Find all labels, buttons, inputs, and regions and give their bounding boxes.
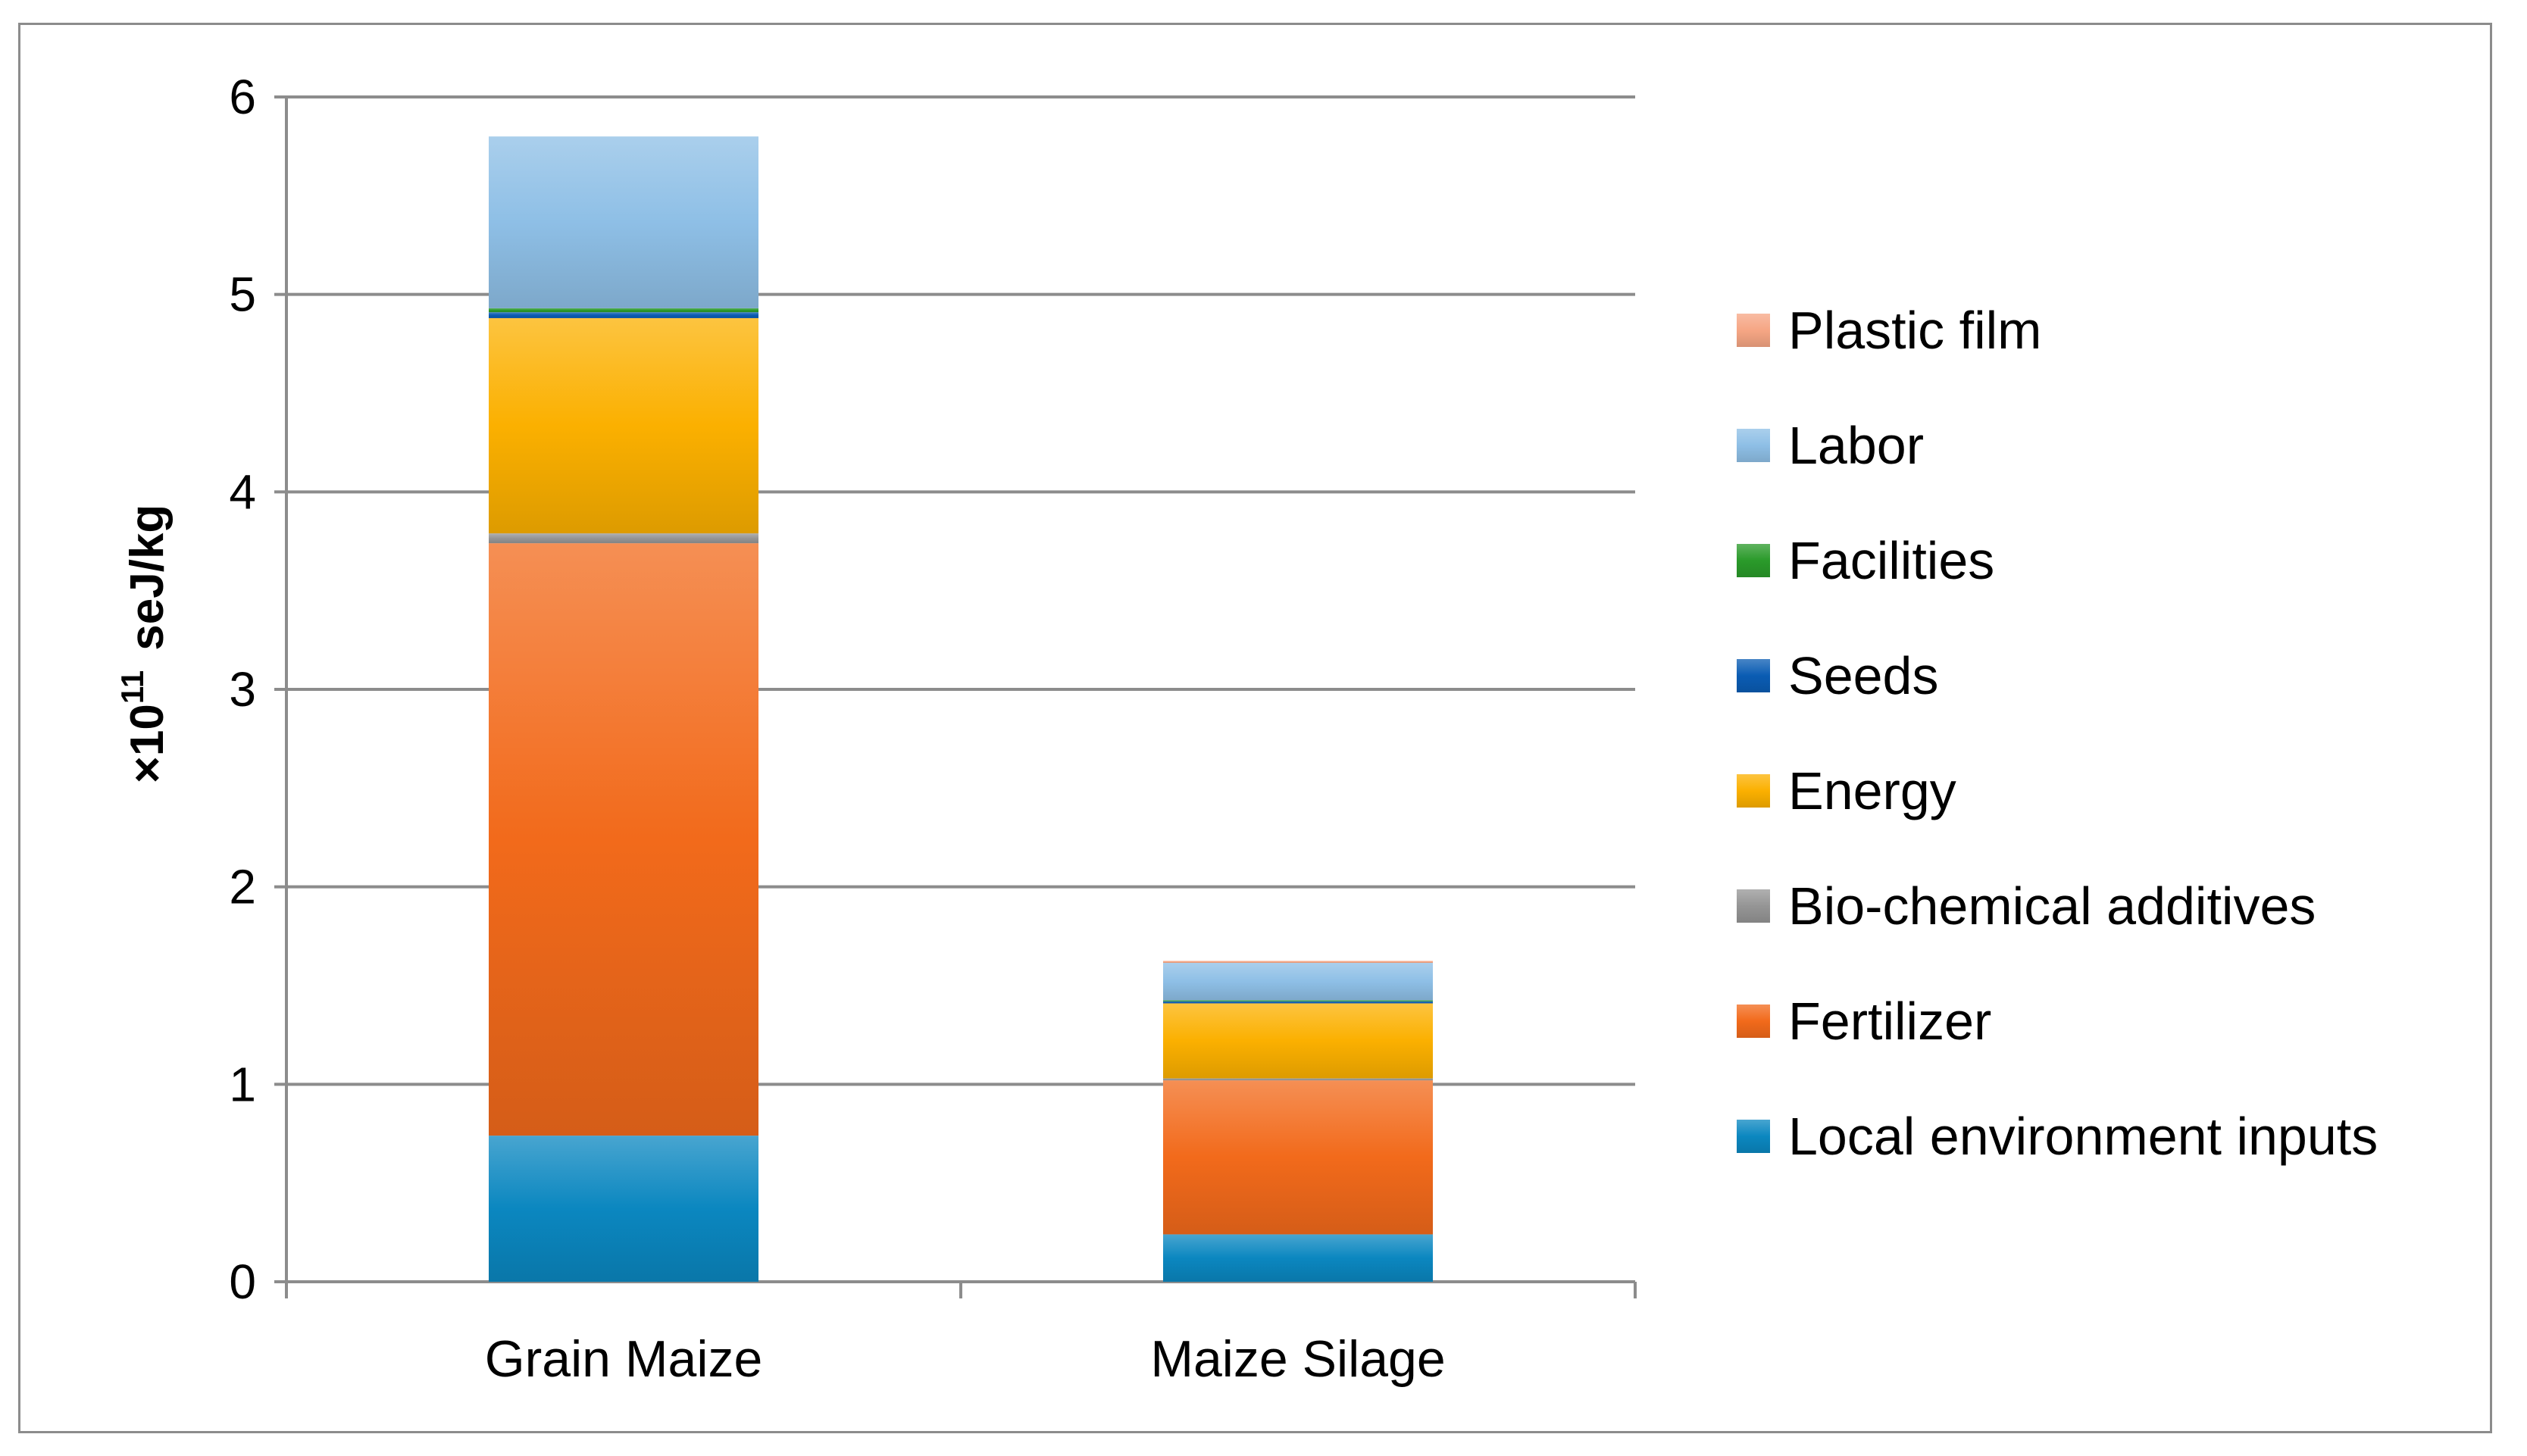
legend-label: Energy (1788, 761, 1956, 820)
legend-swatch (1737, 1005, 1770, 1038)
y-tick-label: 3 (229, 662, 256, 717)
y-axis-label: ×1011 seJ/kg (114, 505, 174, 784)
legend-swatch (1737, 774, 1770, 808)
y-tick-label: 0 (229, 1254, 256, 1309)
x-category-labels: Grain Maize Maize Silage (485, 1330, 1446, 1388)
bars (489, 136, 1433, 1282)
bar-segment (489, 317, 758, 534)
legend-swatch (1737, 314, 1770, 347)
legend-swatch (1737, 544, 1770, 577)
y-axis-label-base: ×10 (121, 704, 174, 783)
legend: Plastic film Labor Facilities Seeds Energy Bi… (1737, 301, 2378, 1166)
legend-label: Facilities (1788, 531, 1994, 590)
bar-segment (1163, 1001, 1433, 1004)
legend-label: Local environment inputs (1788, 1107, 2378, 1166)
legend-label: Seeds (1788, 646, 1938, 705)
bar-segment (489, 308, 758, 313)
bar-segment (1163, 1234, 1433, 1282)
x-category-label: Grain Maize (485, 1330, 763, 1388)
bar-segment (1163, 963, 1433, 1001)
y-tick-label: 6 (229, 70, 256, 124)
bar-segment (1163, 961, 1433, 964)
y-tick-label: 4 (229, 464, 256, 519)
bar-segment (1163, 1080, 1433, 1235)
bar-segment (489, 136, 758, 308)
legend-swatch (1737, 659, 1770, 692)
y-tick-label: 2 (229, 860, 256, 914)
legend-swatch (1737, 1120, 1770, 1153)
bar-segment (1163, 1078, 1433, 1081)
bar-segment (489, 312, 758, 318)
bar-segment (489, 533, 758, 544)
y-axis-label-unit: seJ/kg (121, 505, 174, 651)
y-axis-label-exponent: 11 (114, 670, 150, 704)
legend-swatch (1737, 889, 1770, 923)
legend-label: Plastic film (1788, 301, 2041, 360)
bar-segment (489, 1136, 758, 1282)
y-tick-labels: 0 1 2 3 4 5 6 (229, 70, 256, 1309)
y-tick-label: 1 (229, 1057, 256, 1111)
x-category-label: Maize Silage (1150, 1330, 1445, 1388)
bar-segment (1163, 1003, 1433, 1079)
legend-swatch (1737, 429, 1770, 462)
legend-label: Labor (1788, 416, 1924, 475)
legend-label: Fertilizer (1788, 992, 1991, 1051)
legend-label: Bio-chemical additives (1788, 876, 2316, 936)
y-tick-label: 5 (229, 267, 256, 322)
bar-segment (489, 543, 758, 1136)
